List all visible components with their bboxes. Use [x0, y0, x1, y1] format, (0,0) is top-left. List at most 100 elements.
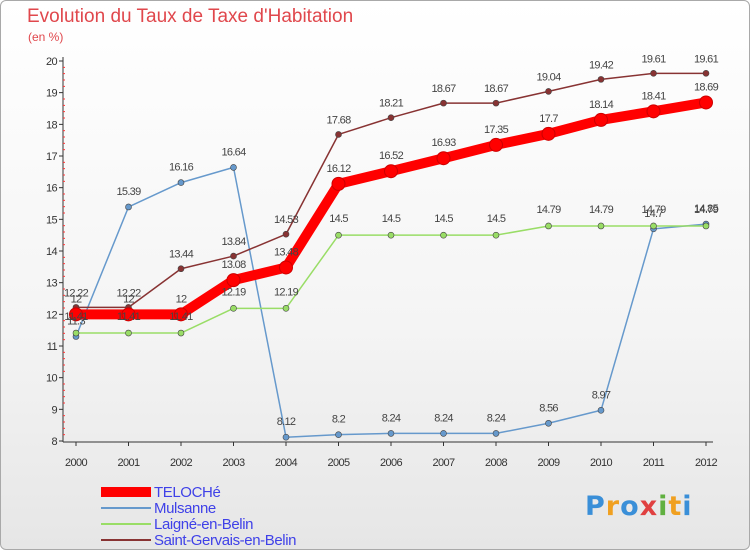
- data-point: [226, 273, 241, 288]
- data-point: [702, 222, 710, 230]
- x-tick-label: 2000: [65, 457, 88, 469]
- x-tick-label: 2008: [485, 457, 508, 469]
- x-tick-label: 2007: [432, 457, 455, 469]
- data-label: 18.41: [641, 90, 666, 102]
- data-label: 19.61: [641, 53, 666, 65]
- data-label: 13.44: [169, 249, 194, 261]
- legend-label: Laigné-en-Belin: [154, 516, 253, 533]
- data-label: 17.68: [326, 114, 351, 126]
- brand-logo: Proxiti: [585, 491, 693, 522]
- data-point: [335, 131, 342, 138]
- brand-letter: i: [658, 491, 669, 522]
- data-point: [125, 203, 132, 211]
- data-point: [121, 307, 136, 322]
- data-point: [699, 95, 713, 110]
- brand-letter: i: [682, 491, 693, 522]
- data-label: 12: [176, 293, 187, 305]
- data-label: 8.56: [539, 402, 558, 414]
- data-point: [597, 222, 605, 230]
- data-label: 11.41: [64, 311, 88, 323]
- data-point: [492, 99, 500, 107]
- data-point: [387, 114, 395, 121]
- data-label: 19.04: [536, 71, 561, 83]
- data-label: 17.7: [539, 113, 558, 125]
- data-label: 13.48: [274, 246, 299, 258]
- data-point: [69, 307, 83, 322]
- data-point: [282, 230, 290, 238]
- data-label: 12: [71, 293, 82, 305]
- data-point: [650, 70, 657, 77]
- data-point: [177, 179, 185, 186]
- data-point: [174, 307, 188, 322]
- data-point: [646, 104, 661, 119]
- data-point: [545, 222, 552, 230]
- data-point: [282, 433, 290, 441]
- data-point: [650, 222, 657, 230]
- data-label: 14.5: [487, 213, 506, 225]
- brand-letter: t: [668, 491, 683, 522]
- data-point: [230, 305, 237, 312]
- y-tick-label: 13: [46, 278, 58, 290]
- data-point: [72, 329, 80, 337]
- data-label: 8.2: [332, 414, 346, 426]
- data-label: 11.41: [169, 311, 193, 323]
- x-tick-label: 2012: [695, 457, 718, 469]
- data-label: 16.64: [221, 146, 246, 158]
- data-point: [177, 265, 185, 273]
- data-label: 14.85: [694, 203, 719, 215]
- y-tick-label: 15: [46, 214, 58, 226]
- data-label: 14.79: [536, 204, 561, 216]
- y-tick-label: 12: [46, 309, 58, 321]
- data-label: 18.67: [431, 83, 456, 95]
- data-point: [702, 70, 710, 77]
- data-label: 14.5: [382, 213, 401, 225]
- data-label: 14.7: [644, 208, 663, 220]
- y-tick-label: 14: [46, 246, 58, 258]
- data-label: 12.22: [64, 287, 89, 299]
- data-point: [177, 329, 185, 337]
- data-point: [436, 151, 451, 166]
- data-point: [594, 112, 608, 127]
- data-label: 12.19: [221, 286, 246, 298]
- data-label: 14.53: [274, 214, 299, 226]
- chart-title: Evolution du Taux de Taxe d'Habitation: [27, 6, 354, 27]
- data-label: 12.19: [274, 286, 299, 298]
- data-point: [282, 305, 290, 312]
- chart-subtitle: (en %): [28, 30, 64, 44]
- data-point: [125, 329, 132, 337]
- brand-letter: r: [605, 491, 621, 522]
- x-tick-label: 2001: [117, 457, 140, 469]
- y-tick-label: 19: [46, 88, 58, 100]
- brand-letter: x: [639, 491, 659, 522]
- data-label: 14.5: [329, 213, 348, 225]
- data-point: [492, 231, 500, 239]
- x-tick-label: 2011: [643, 457, 665, 469]
- legend-label: Mulsanne: [154, 500, 216, 517]
- y-tick-label: 11: [47, 341, 58, 353]
- data-point: [387, 430, 395, 437]
- x-tick-label: 2002: [170, 457, 193, 469]
- brand-letter: o: [620, 491, 640, 522]
- data-label: 14.79: [641, 204, 666, 216]
- data-point: [331, 176, 346, 191]
- x-tick-label: 2005: [327, 457, 350, 469]
- data-label: 13.08: [221, 259, 246, 271]
- y-tick-label: 9: [51, 404, 57, 416]
- data-label: 8.24: [487, 412, 506, 424]
- data-label: 18.69: [694, 81, 719, 93]
- data-point: [387, 231, 395, 239]
- y-tick-label: 16: [46, 183, 58, 195]
- legend-label: TELOCHé: [154, 484, 220, 501]
- data-point: [440, 99, 447, 107]
- data-label: 11.41: [117, 311, 141, 323]
- data-label: 8.97: [592, 389, 611, 401]
- data-label: 8.24: [382, 412, 401, 424]
- data-point: [230, 164, 237, 171]
- data-label: 12: [123, 293, 134, 305]
- data-point: [440, 231, 447, 239]
- data-label: 15.39: [116, 186, 141, 198]
- data-point: [279, 260, 293, 275]
- data-label: 14.79: [589, 204, 614, 216]
- brand-letter: P: [585, 491, 606, 522]
